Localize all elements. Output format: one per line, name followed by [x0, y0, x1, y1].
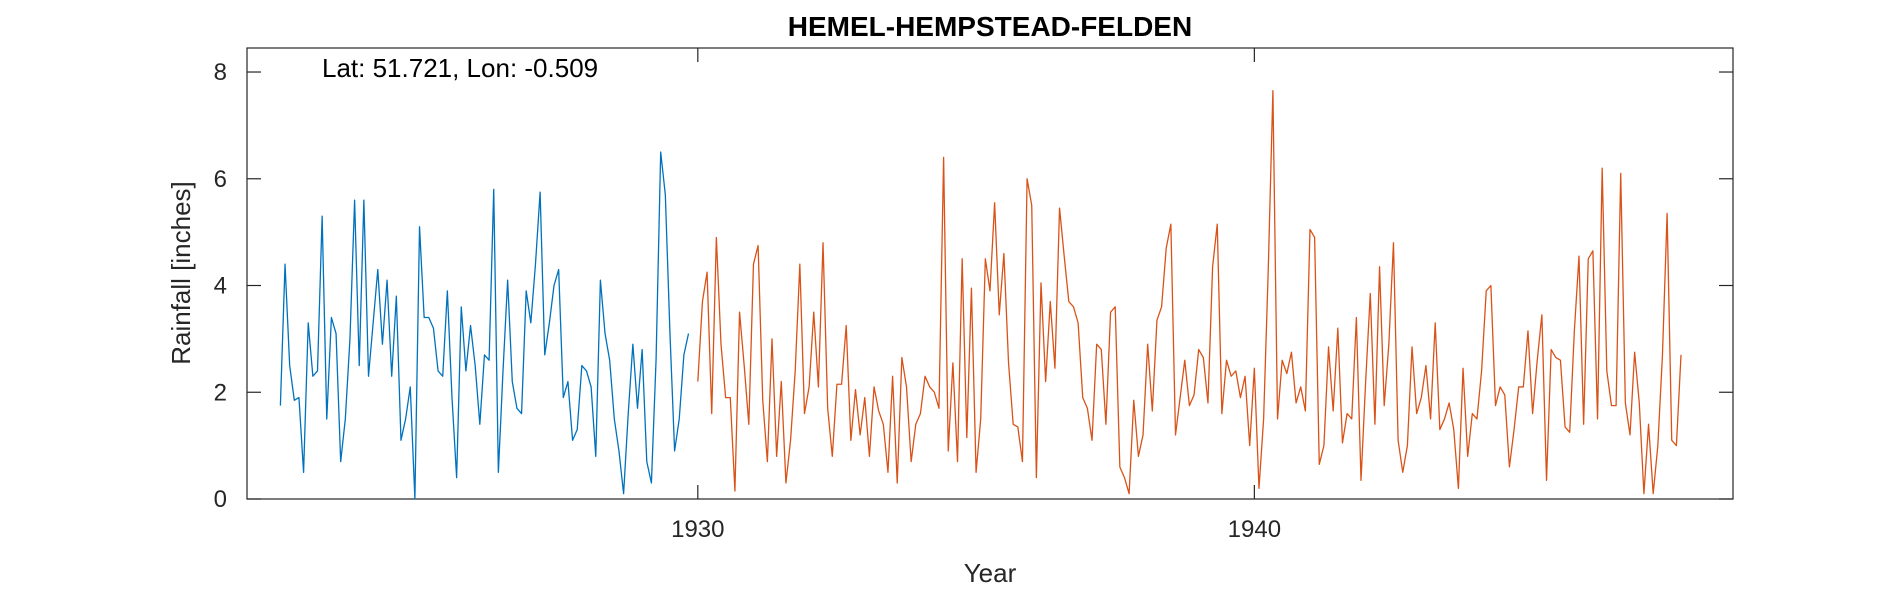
y-tick-label: 4 — [214, 273, 227, 300]
y-tick-label: 6 — [214, 166, 227, 193]
series-layer — [279, 90, 1682, 500]
series-line-2 — [697, 90, 1682, 495]
x-tick-label: 1940 — [1228, 516, 1281, 543]
plot-area — [246, 47, 1734, 500]
y-tick-label: 8 — [214, 59, 227, 86]
y-tick-label: 0 — [214, 486, 227, 513]
y-tick-label: 2 — [214, 379, 227, 406]
chart-title: HEMEL-HEMPSTEAD-FELDEN — [788, 11, 1192, 42]
x-axis-label: Year — [964, 558, 1017, 588]
axis-ticks — [247, 48, 1733, 500]
location-annotation: Lat: 51.721, Lon: -0.509 — [322, 53, 598, 83]
series-line-1 — [279, 151, 690, 500]
x-tick-label: 1930 — [671, 516, 724, 543]
tick-labels: 0 2 4 6 8 1930 1940 — [214, 59, 1281, 543]
y-axis-label: Rainfall [inches] — [166, 181, 196, 365]
